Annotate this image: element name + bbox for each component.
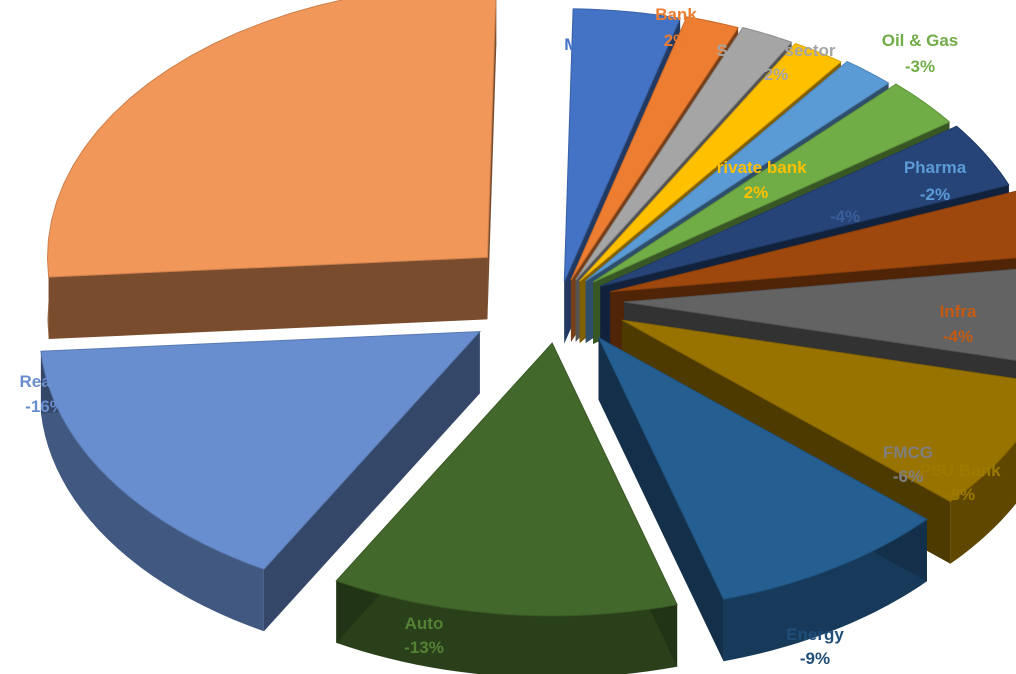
slice-value-label: -4% [830, 207, 860, 226]
slice-value-label: 2% [744, 183, 769, 202]
pie-slice [623, 268, 1016, 361]
pie-slice [570, 16, 739, 281]
slice-value-label: 2% [664, 31, 689, 50]
slice-label: Auto [405, 614, 444, 633]
slice-label: Pharma [904, 158, 967, 177]
slice-value-label: 4% [574, 59, 599, 78]
slice-label: Metal [564, 35, 607, 54]
slice-value-label: 2% [764, 65, 789, 84]
slice-value-label: -3% [905, 57, 935, 76]
pie-slice-wall [40, 351, 264, 632]
pie-slice [563, 8, 681, 282]
slice-value-label: -13% [404, 638, 444, 657]
slice-label: FMCG [883, 443, 933, 462]
pie-slice [585, 60, 890, 282]
slice-label: Bank [655, 5, 697, 24]
slice-label: Oil & Gas [882, 31, 959, 50]
slice-label: PSU Bank [919, 461, 1001, 480]
pie-slice-edge [263, 331, 480, 632]
pie-slice [335, 342, 678, 617]
pie-slice-wall [723, 519, 927, 662]
pie-slice [575, 26, 793, 281]
pie-slice [579, 42, 842, 282]
pie-slice [610, 190, 1016, 293]
slice-value-label: -6% [893, 467, 923, 486]
slice-label: Energy [786, 625, 844, 644]
pie-slice [621, 319, 1016, 503]
pie-slice-edge [48, 257, 488, 340]
pie-slice [46, 0, 497, 278]
slice-label: Realty [19, 372, 71, 391]
slice-label: Infra [940, 302, 977, 321]
pie-slice-edge [598, 337, 724, 662]
pie-slice-wall [336, 580, 678, 674]
slice-value-label: -8% [945, 485, 975, 504]
slice-value-label: -9% [800, 649, 830, 668]
slice-label: Private bank [705, 158, 807, 177]
slice-label: Media [213, 85, 262, 104]
slice-value-label: -2% [920, 185, 950, 204]
pie-slice [597, 336, 928, 600]
pie-slice-edge [487, 0, 497, 320]
pie-slice [592, 83, 951, 283]
pie-slice [40, 330, 481, 570]
pie-slice-wall [950, 441, 1016, 564]
slice-label: Sevices sector [716, 41, 835, 60]
slice-value-label: -16% [25, 397, 65, 416]
pie-slice [600, 125, 1010, 287]
slice-value-label: -27% [217, 111, 257, 130]
slice-value-label: -4% [943, 327, 973, 346]
